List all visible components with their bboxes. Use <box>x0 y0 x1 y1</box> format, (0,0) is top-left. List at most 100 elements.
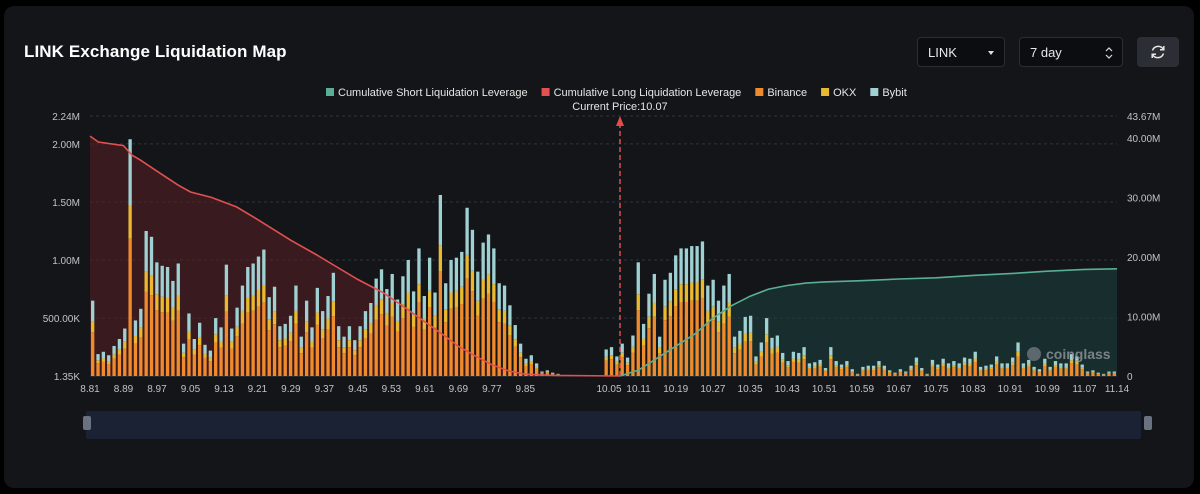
bar-binance <box>941 365 945 376</box>
bar-bybit <box>679 248 683 285</box>
bar-okx <box>337 340 341 348</box>
bar-binance <box>1085 373 1090 376</box>
bar-bybit <box>989 364 993 368</box>
bar-okx <box>187 330 191 340</box>
bar-okx <box>1112 372 1116 374</box>
bar-binance <box>855 374 860 376</box>
bar-okx <box>224 295 229 312</box>
bar-okx <box>1032 369 1036 371</box>
bar-binance <box>1091 372 1095 376</box>
bar-okx <box>1107 372 1111 374</box>
bar-okx <box>973 358 977 362</box>
bar-binance <box>160 312 164 376</box>
bar-bybit <box>994 356 999 362</box>
bar-binance <box>492 301 496 376</box>
liquidation-chart: Cumulative Short Liquidation Leverage Cum… <box>43 87 1160 439</box>
bar-bybit <box>818 359 822 365</box>
bar-binance <box>920 371 924 376</box>
x-tick-label: 10.35 <box>738 384 763 395</box>
bar-binance <box>1043 365 1047 376</box>
bar-bybit <box>428 257 432 291</box>
bar-binance <box>310 347 314 376</box>
bar-bybit <box>144 230 148 272</box>
y-left-tick-label: 2.24M <box>52 112 80 123</box>
bar-okx <box>813 366 817 369</box>
bar-bybit <box>893 372 897 374</box>
bar-bybit <box>1080 364 1084 368</box>
bar-bybit <box>813 362 817 367</box>
bar-binance <box>823 371 828 376</box>
x-tick-label: 10.59 <box>849 384 874 395</box>
bar-bybit <box>759 342 763 352</box>
bar-okx <box>353 350 357 356</box>
bar-okx <box>609 355 614 360</box>
bar-bybit <box>743 316 747 334</box>
x-tick-label: 9.05 <box>181 384 201 395</box>
bar-binance <box>401 318 405 376</box>
bar-okx <box>850 371 854 373</box>
bar-binance <box>139 337 143 376</box>
coin-select[interactable]: LINK <box>917 37 1005 67</box>
bar-binance <box>181 357 186 376</box>
bar-bybit <box>460 251 464 287</box>
zoom-slider[interactable] <box>83 411 1152 439</box>
bar-okx <box>968 363 972 366</box>
x-tick-label: 10.99 <box>1035 384 1060 395</box>
bar-bybit <box>706 285 710 311</box>
bar-bybit <box>465 207 469 255</box>
bar-bybit <box>107 355 111 362</box>
bar-binance <box>460 304 464 376</box>
bar-binance <box>176 310 180 376</box>
bar-bybit <box>214 318 218 335</box>
bar-bybit <box>358 326 362 341</box>
bar-binance <box>652 316 656 376</box>
y-right-tick-label: 20.00M <box>1127 253 1160 264</box>
bar-bybit <box>1069 354 1074 361</box>
bar-okx <box>283 338 287 346</box>
bar-binance <box>449 308 453 376</box>
bar-bybit <box>101 351 106 359</box>
bar-binance <box>615 364 619 376</box>
bar-binance <box>251 310 255 376</box>
bar-bybit <box>620 343 624 353</box>
bar-binance <box>187 339 191 376</box>
bar-binance <box>112 358 116 376</box>
bar-okx <box>845 365 849 368</box>
bar-binance <box>123 348 127 376</box>
bar-okx <box>508 325 512 336</box>
refresh-button[interactable] <box>1137 37 1179 67</box>
bar-okx <box>545 371 549 373</box>
bar-okx <box>304 321 309 333</box>
bar-binance <box>524 365 528 376</box>
x-tick-label: 9.85 <box>516 384 536 395</box>
range-select[interactable]: 7 day <box>1019 37 1123 67</box>
bar-bybit <box>636 262 640 295</box>
x-tick-label: 10.75 <box>923 384 948 395</box>
bar-okx <box>807 366 812 369</box>
bar-bybit <box>401 276 405 305</box>
bar-binance <box>909 370 913 376</box>
y-left-tick-label: 500.00K <box>43 314 81 325</box>
bar-binance <box>1037 372 1042 376</box>
short-area-fill <box>620 268 1117 376</box>
bar-bybit <box>647 293 651 317</box>
legend-swatch-3 <box>821 88 830 96</box>
bar-bybit <box>481 242 485 280</box>
bar-binance <box>647 328 651 376</box>
bar-binance <box>192 354 196 376</box>
bar-okx <box>454 290 459 308</box>
bar-okx <box>534 366 539 369</box>
bar-okx <box>930 364 935 367</box>
bar-binance <box>802 359 806 376</box>
bar-binance <box>331 316 336 376</box>
bar-bybit <box>171 280 175 308</box>
bar-binance <box>326 329 330 376</box>
bar-bybit <box>165 266 170 298</box>
bar-bybit <box>304 300 309 322</box>
bar-bybit <box>230 328 234 342</box>
legend-swatch-1 <box>541 88 550 96</box>
bar-okx <box>160 296 164 313</box>
bar-binance <box>444 322 448 376</box>
bar-okx <box>96 360 100 364</box>
bar-bybit <box>347 326 352 341</box>
